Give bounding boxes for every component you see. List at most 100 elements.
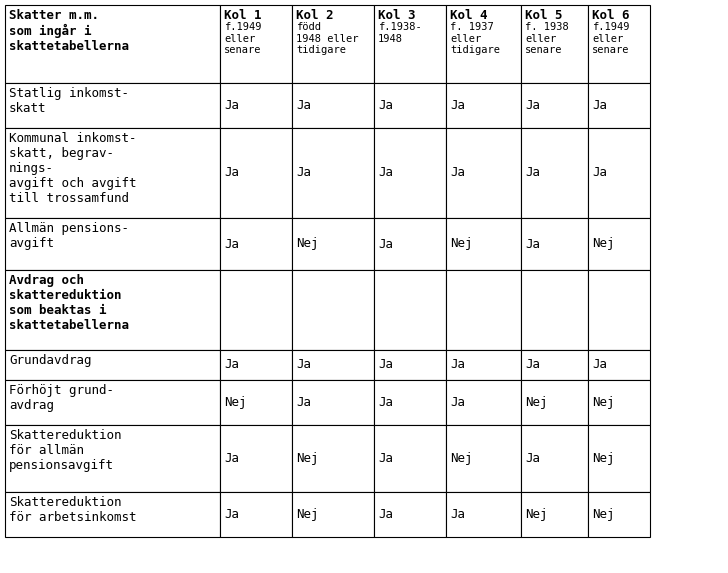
- Bar: [446, 492, 521, 537]
- Bar: [588, 270, 650, 350]
- Text: Nej: Nej: [450, 452, 472, 465]
- Bar: [374, 270, 446, 350]
- Bar: [588, 128, 650, 218]
- Bar: [5, 380, 220, 425]
- Bar: [374, 425, 446, 492]
- Bar: [521, 492, 588, 537]
- Text: f.1949
eller
senare: f.1949 eller senare: [592, 22, 630, 55]
- Text: Ja: Ja: [378, 396, 393, 409]
- Bar: [292, 380, 374, 425]
- Bar: [588, 350, 650, 380]
- Bar: [220, 425, 292, 492]
- Text: Nej: Nej: [224, 396, 247, 409]
- Bar: [446, 128, 521, 218]
- Text: Kol 4: Kol 4: [450, 9, 488, 22]
- Text: f. 1937
eller
tidigare: f. 1937 eller tidigare: [450, 22, 500, 55]
- Bar: [220, 270, 292, 350]
- Bar: [220, 83, 292, 128]
- Bar: [521, 350, 588, 380]
- Text: Skattereduktion
för allmän
pensionsavgift: Skattereduktion för allmän pensionsavgif…: [9, 429, 122, 472]
- Text: Ja: Ja: [378, 167, 393, 179]
- Text: Avdrag och
skattereduktion
som beaktas i
skattetabellerna: Avdrag och skattereduktion som beaktas i…: [9, 274, 129, 332]
- Text: Ja: Ja: [224, 452, 239, 465]
- Text: Ja: Ja: [450, 508, 465, 521]
- Bar: [5, 128, 220, 218]
- Text: Ja: Ja: [525, 359, 540, 371]
- Text: Skattereduktion
för arbetsinkomst: Skattereduktion för arbetsinkomst: [9, 496, 137, 524]
- Bar: [588, 425, 650, 492]
- Bar: [5, 425, 220, 492]
- Bar: [446, 425, 521, 492]
- Bar: [374, 380, 446, 425]
- Bar: [446, 270, 521, 350]
- Bar: [5, 218, 220, 270]
- Text: Nej: Nej: [592, 237, 614, 250]
- Text: Nej: Nej: [296, 237, 319, 250]
- Text: Ja: Ja: [296, 167, 311, 179]
- Text: Nej: Nej: [592, 452, 614, 465]
- Text: Ja: Ja: [378, 359, 393, 371]
- Text: Nej: Nej: [592, 508, 614, 521]
- Text: Allmän pensions-
avgift: Allmän pensions- avgift: [9, 222, 129, 250]
- Text: Statlig inkomst-
skatt: Statlig inkomst- skatt: [9, 87, 129, 115]
- Bar: [374, 128, 446, 218]
- Bar: [521, 425, 588, 492]
- Text: Ja: Ja: [296, 396, 311, 409]
- Bar: [521, 218, 588, 270]
- Bar: [521, 380, 588, 425]
- Text: Ja: Ja: [224, 359, 239, 371]
- Bar: [292, 350, 374, 380]
- Text: Kol 6: Kol 6: [592, 9, 630, 22]
- Bar: [374, 350, 446, 380]
- Bar: [292, 5, 374, 83]
- Bar: [521, 83, 588, 128]
- Bar: [588, 380, 650, 425]
- Text: Förhöjt grund-
avdrag: Förhöjt grund- avdrag: [9, 384, 114, 412]
- Text: f.1949
eller
senare: f.1949 eller senare: [224, 22, 261, 55]
- Text: Ja: Ja: [224, 167, 239, 179]
- Text: Ja: Ja: [296, 99, 311, 112]
- Bar: [292, 425, 374, 492]
- Bar: [521, 128, 588, 218]
- Bar: [220, 492, 292, 537]
- Text: Ja: Ja: [378, 237, 393, 250]
- Bar: [5, 350, 220, 380]
- Bar: [292, 492, 374, 537]
- Bar: [220, 5, 292, 83]
- Bar: [374, 83, 446, 128]
- Text: Nej: Nej: [296, 508, 319, 521]
- Text: Kol 2: Kol 2: [296, 9, 333, 22]
- Bar: [588, 5, 650, 83]
- Bar: [220, 350, 292, 380]
- Bar: [446, 5, 521, 83]
- Bar: [588, 492, 650, 537]
- Text: Kol 1: Kol 1: [224, 9, 261, 22]
- Text: Nej: Nej: [525, 508, 547, 521]
- Bar: [292, 270, 374, 350]
- Bar: [5, 270, 220, 350]
- Bar: [5, 83, 220, 128]
- Bar: [374, 218, 446, 270]
- Text: Ja: Ja: [378, 99, 393, 112]
- Text: Grundavdrag: Grundavdrag: [9, 354, 92, 367]
- Text: Ja: Ja: [450, 359, 465, 371]
- Bar: [5, 492, 220, 537]
- Bar: [220, 218, 292, 270]
- Text: Ja: Ja: [378, 508, 393, 521]
- Bar: [5, 5, 220, 83]
- Bar: [446, 380, 521, 425]
- Text: född
1948 eller
tidigare: född 1948 eller tidigare: [296, 22, 358, 55]
- Text: Ja: Ja: [296, 359, 311, 371]
- Bar: [292, 83, 374, 128]
- Bar: [374, 5, 446, 83]
- Text: Nej: Nej: [525, 396, 547, 409]
- Text: Ja: Ja: [592, 359, 607, 371]
- Text: Nej: Nej: [296, 452, 319, 465]
- Bar: [220, 380, 292, 425]
- Text: Kol 5: Kol 5: [525, 9, 563, 22]
- Bar: [374, 492, 446, 537]
- Text: Ja: Ja: [525, 99, 540, 112]
- Text: Ja: Ja: [592, 99, 607, 112]
- Text: Ja: Ja: [378, 452, 393, 465]
- Bar: [521, 270, 588, 350]
